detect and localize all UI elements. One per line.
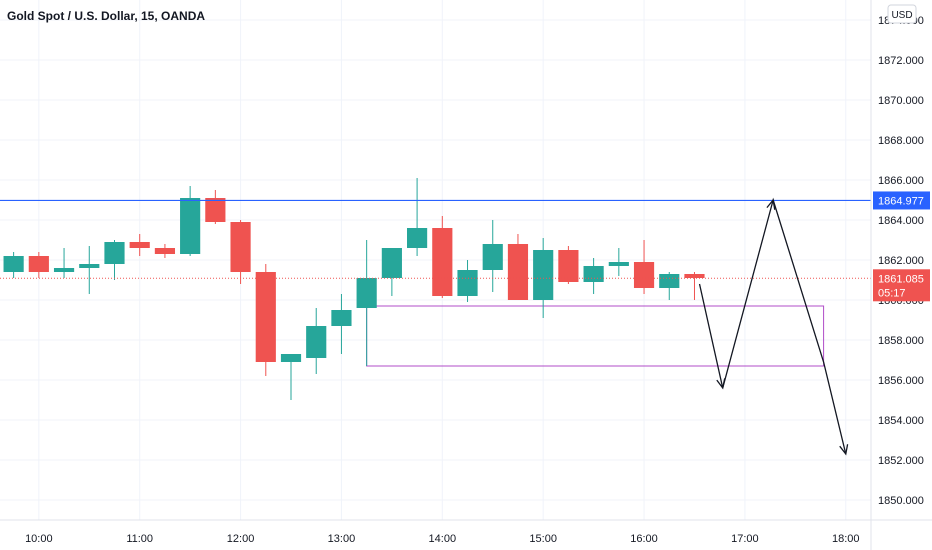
current-price-label: 1861.085 (878, 273, 924, 285)
candle (154, 244, 176, 258)
candle-body (507, 244, 529, 300)
x-tick-label: 10:00 (25, 533, 53, 545)
candle-body (53, 268, 75, 272)
candle (28, 252, 49, 278)
price-tags: 1864.977 1861.085 05:17 (873, 191, 930, 302)
candle-body (79, 264, 100, 268)
candle-body (356, 278, 377, 308)
arrowhead-down-1 (716, 378, 726, 390)
candle (432, 216, 453, 298)
candle-body (180, 198, 201, 254)
countdown-label: 05:17 (878, 287, 906, 299)
candle-body (659, 274, 680, 288)
candle (407, 178, 428, 256)
y-tick-label: 1858.000 (878, 335, 924, 347)
x-tick-label: 14:00 (429, 533, 457, 545)
chart-title: Gold Spot / U.S. Dollar, 15, OANDA (7, 9, 205, 23)
y-tick-label: 1854.000 (878, 415, 924, 427)
y-tick-label: 1870.000 (878, 95, 924, 107)
candle (331, 294, 352, 354)
candle (381, 248, 402, 296)
currency-label: USD (891, 10, 912, 21)
x-tick-label: 18:00 (832, 533, 860, 545)
arrowhead-up (766, 198, 776, 210)
candle-body (255, 272, 276, 362)
candle-body (432, 228, 453, 296)
candle (104, 240, 125, 280)
candle (205, 190, 226, 224)
candle-body (608, 262, 629, 266)
candle-body (154, 248, 176, 254)
candle-body (28, 256, 49, 272)
candle (230, 220, 251, 284)
x-tick-label: 11:00 (126, 533, 153, 545)
candle-body (407, 228, 428, 248)
candle (684, 272, 705, 300)
candle (180, 186, 201, 256)
candle (608, 248, 629, 276)
horizontal-line-tag-bg (873, 191, 930, 210)
current-price-tag: 1861.085 05:17 (873, 269, 930, 302)
candle-body (3, 256, 24, 272)
candle (356, 240, 377, 366)
candle-body (129, 242, 150, 248)
candle (79, 246, 100, 294)
candle (558, 246, 579, 284)
x-tick-label: 16:00 (630, 533, 658, 545)
candle (255, 264, 276, 376)
candle-body (205, 198, 226, 222)
candle-body (583, 266, 604, 282)
candle-body (280, 354, 302, 362)
candle (482, 220, 503, 292)
x-tick-label: 17:00 (731, 533, 759, 545)
y-tick-label: 1872.000 (878, 55, 924, 67)
y-tick-label: 1868.000 (878, 135, 924, 147)
candle (306, 308, 327, 374)
arrowhead-down-2 (839, 444, 849, 456)
candle (633, 240, 655, 294)
candle-body (558, 250, 579, 282)
y-tick-label: 1850.000 (878, 495, 924, 507)
y-tick-label: 1866.000 (878, 175, 924, 187)
candle (507, 234, 529, 300)
candle-body (633, 262, 655, 288)
candle-body (533, 250, 554, 300)
candle-body (381, 248, 402, 278)
candle-body (684, 274, 705, 278)
horizontal-line-tag-label: 1864.977 (878, 195, 924, 207)
candle-body (482, 244, 503, 270)
y-tick-label: 1864.000 (878, 215, 924, 227)
currency-badge[interactable]: USD (887, 4, 917, 24)
current-price-tag-bg (873, 269, 930, 302)
x-tick-label: 15:00 (529, 533, 557, 545)
candle (3, 252, 24, 278)
candle (583, 258, 604, 294)
price-axis[interactable]: 1874.0001872.0001870.0001868.0001866.000… (878, 15, 924, 507)
candle (129, 234, 150, 256)
candle-body (104, 242, 125, 264)
candle-body (230, 222, 251, 272)
candle-body (331, 310, 352, 326)
candle-body (457, 270, 478, 296)
candle-body (306, 326, 327, 358)
time-axis[interactable]: 10:00 11:00 12:00 13:00 14:00 15:00 16:00 17:00… (25, 533, 859, 545)
candle (457, 260, 478, 302)
price-zone (366, 305, 825, 367)
candles (3, 178, 705, 400)
drawn-arrows (698, 197, 849, 456)
candle (53, 248, 75, 278)
horizontal-line-price-tag: 1864.977 (873, 191, 930, 210)
y-tick-label: 1862.000 (878, 255, 924, 267)
chart-lines (0, 199, 871, 279)
x-tick-label: 12:00 (227, 533, 255, 545)
candle (659, 272, 680, 300)
y-tick-label: 1856.000 (878, 375, 924, 387)
candle (280, 354, 302, 400)
x-tick-label: 13:00 (328, 533, 356, 545)
zone-rect (366, 305, 825, 367)
y-tick-label: 1852.000 (878, 455, 924, 467)
